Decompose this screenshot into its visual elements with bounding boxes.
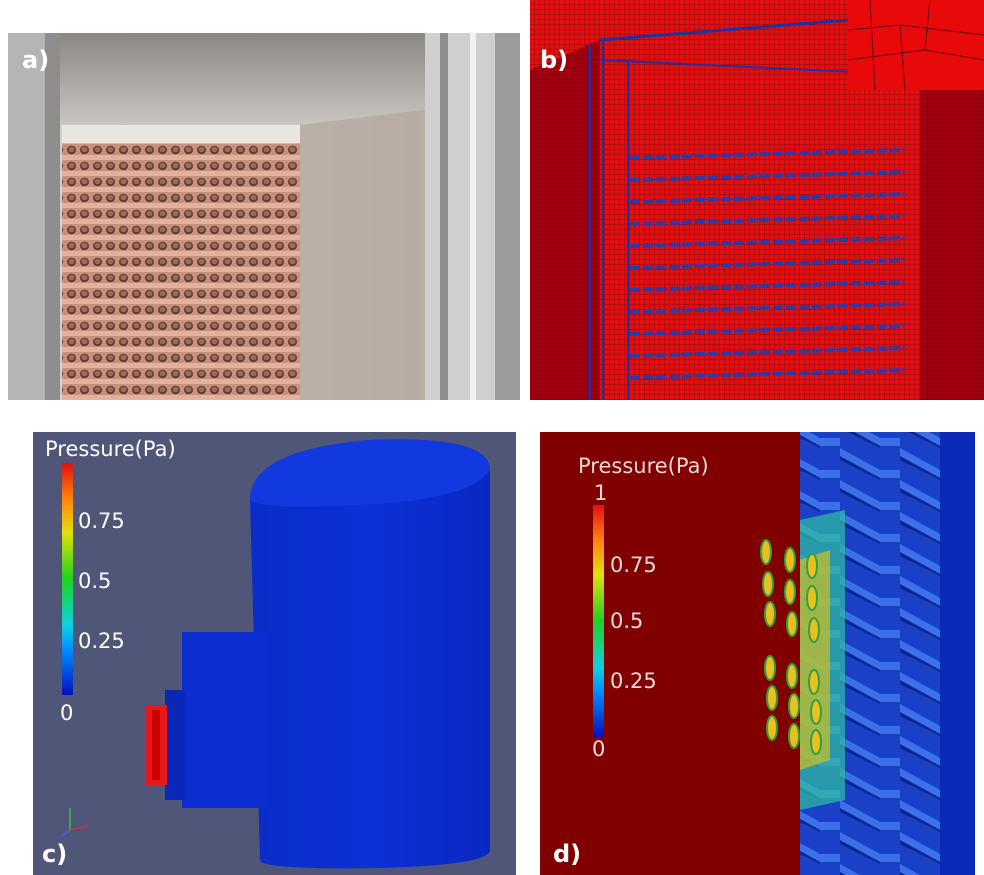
panel-label: a) bbox=[22, 46, 49, 74]
colorbar-tick: 0.25 bbox=[78, 629, 125, 653]
panel-d: Pressure(Pa) 1 0.75 0.5 0.25 0 d) bbox=[540, 432, 975, 875]
colorbar-tick: 0.75 bbox=[610, 553, 657, 577]
figure: a) b) Pressure(Pa) 0.75 bbox=[0, 0, 984, 875]
colorbar-tick: 0 bbox=[592, 737, 605, 761]
panel-label: c) bbox=[42, 840, 67, 868]
colorbar-title: Pressure(Pa) bbox=[45, 437, 176, 461]
panel-a: a) bbox=[8, 33, 520, 400]
panel-c: Pressure(Pa) 0.75 0.5 0.25 0 c) bbox=[33, 432, 516, 875]
panel-label: b) bbox=[540, 46, 568, 74]
colorbar-tick: 0.5 bbox=[78, 569, 111, 593]
colorbar-tick: 0.75 bbox=[78, 509, 125, 533]
colorbar-tick: 1 bbox=[594, 481, 607, 505]
colorbar-tick: 0.25 bbox=[610, 669, 657, 693]
colorbar-title: Pressure(Pa) bbox=[578, 454, 709, 478]
colorbar-tick: 0.5 bbox=[610, 609, 643, 633]
panel-b: b) bbox=[530, 0, 984, 400]
panel-label: d) bbox=[553, 840, 581, 868]
colorbar-tick: 0 bbox=[60, 701, 73, 725]
